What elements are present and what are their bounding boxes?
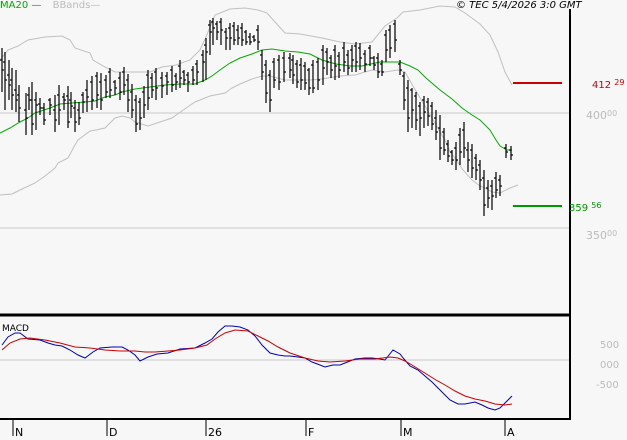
x-label-nov: N (15, 426, 24, 439)
macd-tick-neg500: -500 (596, 380, 619, 391)
ohlc-bars (0, 18, 513, 216)
y-tick-400: 40000 (586, 109, 618, 122)
copyright-timestamp: © TEC 5/4/2026 3:0 GMT (456, 0, 582, 11)
x-label-2026: 26 (208, 426, 222, 439)
macd-signal-line (1, 329, 513, 406)
bband-upper-line (0, 5, 513, 86)
macd-line (1, 325, 513, 411)
legend-ma20: MA20 — (0, 0, 42, 11)
x-label-mar: M (403, 426, 413, 439)
legend-bbands: BBands— (52, 0, 101, 11)
resistance-label: 412 29 (592, 78, 625, 91)
x-label-feb: F (308, 426, 315, 439)
macd-tick-0: 000 (600, 360, 620, 371)
x-ticks (12, 420, 506, 436)
support-label: 359 56 (569, 201, 602, 214)
ma20-line (0, 48, 512, 151)
chart-legend: MA20 — BBands— (0, 0, 100, 12)
macd-tick-500: 500 (600, 340, 620, 351)
x-label-apr: A (507, 426, 515, 439)
macd-title: MACD (2, 324, 29, 334)
y-tick-350: 35000 (586, 229, 618, 242)
x-label-dec: D (109, 426, 118, 439)
